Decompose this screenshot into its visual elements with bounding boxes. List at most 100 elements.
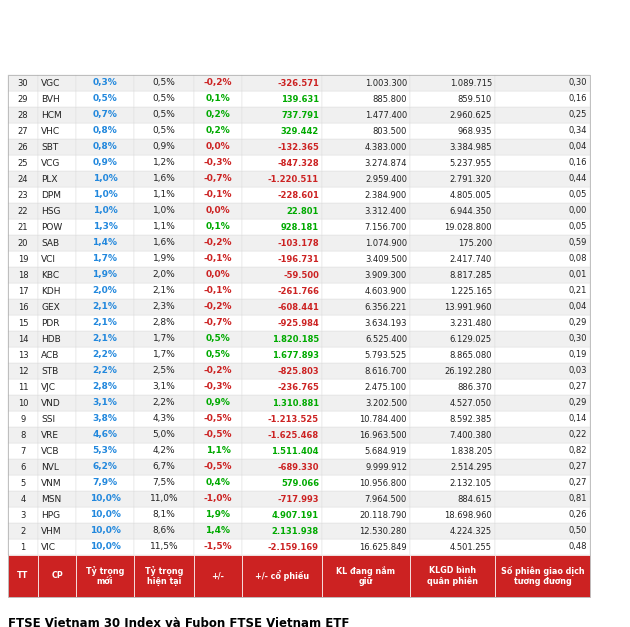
Text: 1.089.715: 1.089.715 [450, 78, 492, 88]
Bar [134, 299, 194, 315]
Text: 6.944.350: 6.944.350 [450, 206, 492, 216]
Bar [38, 187, 76, 203]
Bar [8, 75, 590, 597]
Text: 0,00: 0,00 [569, 206, 587, 216]
Text: 0,5%: 0,5% [152, 78, 175, 88]
Bar [322, 123, 410, 139]
Bar [194, 91, 242, 107]
Text: 4,3%: 4,3% [152, 414, 175, 423]
Bar [76, 219, 134, 235]
Bar [242, 235, 322, 251]
Bar [8, 219, 38, 235]
Text: FTSE Vietnam 30 Index và Fubon FTSE Vietnam ETF: FTSE Vietnam 30 Index và Fubon FTSE Viet… [8, 617, 350, 627]
Text: -0,2%: -0,2% [203, 238, 232, 248]
Text: 16.963.500: 16.963.500 [359, 431, 407, 440]
Bar [8, 347, 38, 363]
Text: 3,8%: 3,8% [93, 414, 117, 423]
Text: 12.530.280: 12.530.280 [360, 527, 407, 535]
Bar [410, 539, 495, 555]
Text: 1.225.165: 1.225.165 [450, 287, 492, 295]
Bar [76, 411, 134, 427]
Text: Số phiên giao dịch
tương đương: Số phiên giao dịch tương đương [501, 566, 584, 586]
Bar [8, 411, 38, 427]
Text: 16.625.849: 16.625.849 [359, 542, 407, 552]
Text: 2,8%: 2,8% [152, 319, 175, 327]
Bar [242, 395, 322, 411]
Text: BVH: BVH [41, 95, 60, 103]
Bar [8, 475, 38, 491]
Text: VHC: VHC [41, 127, 60, 135]
Bar [76, 107, 134, 123]
Text: 11,5%: 11,5% [150, 542, 178, 552]
Text: 3,1%: 3,1% [152, 382, 175, 391]
Text: 19.028.800: 19.028.800 [445, 223, 492, 231]
Text: 30: 30 [18, 78, 28, 88]
Bar [242, 555, 322, 597]
Bar [322, 283, 410, 299]
Text: 0,30: 0,30 [568, 334, 587, 344]
Text: 19: 19 [18, 255, 28, 263]
Bar [194, 267, 242, 283]
Text: 0,59: 0,59 [569, 238, 587, 248]
Text: 2,1%: 2,1% [152, 287, 175, 295]
Bar [322, 395, 410, 411]
Bar [322, 363, 410, 379]
Bar [38, 363, 76, 379]
Text: 8: 8 [20, 431, 26, 440]
Bar [322, 555, 410, 597]
Bar [242, 475, 322, 491]
Text: -0,7%: -0,7% [203, 174, 232, 184]
Text: 7.400.380: 7.400.380 [450, 431, 492, 440]
Bar [242, 75, 322, 91]
Text: 7,5%: 7,5% [152, 478, 175, 488]
Text: VHM: VHM [41, 527, 62, 535]
Bar [410, 155, 495, 171]
Bar [76, 427, 134, 443]
Text: 1,6%: 1,6% [152, 238, 175, 248]
Bar [8, 315, 38, 331]
Text: 2.132.105: 2.132.105 [450, 478, 492, 488]
Text: NVL: NVL [41, 463, 59, 472]
Bar [8, 187, 38, 203]
Text: -261.766: -261.766 [277, 287, 319, 295]
Text: 2.384.900: 2.384.900 [365, 191, 407, 199]
Bar [322, 267, 410, 283]
Bar [410, 491, 495, 507]
Bar [76, 523, 134, 539]
Bar [38, 155, 76, 171]
Text: 13: 13 [18, 350, 28, 359]
Text: 175.200: 175.200 [458, 238, 492, 248]
Bar [8, 507, 38, 523]
Bar [194, 299, 242, 315]
Text: 7: 7 [20, 446, 26, 455]
Text: 1,1%: 1,1% [152, 223, 175, 231]
Text: 5.793.525: 5.793.525 [365, 350, 407, 359]
Text: -132.365: -132.365 [277, 142, 319, 152]
Bar [76, 155, 134, 171]
Text: 0,5%: 0,5% [152, 95, 175, 103]
Text: 0,82: 0,82 [568, 446, 587, 455]
Text: 1,0%: 1,0% [93, 191, 117, 199]
Text: -326.571: -326.571 [277, 78, 319, 88]
Bar [134, 475, 194, 491]
Text: 0,30: 0,30 [568, 78, 587, 88]
Bar [76, 91, 134, 107]
Bar [76, 539, 134, 555]
Text: 859.510: 859.510 [458, 95, 492, 103]
Bar [242, 523, 322, 539]
Text: -0,7%: -0,7% [203, 319, 232, 327]
Text: SAB: SAB [41, 238, 59, 248]
Bar [410, 107, 495, 123]
Text: KL đang nắm
giữ: KL đang nắm giữ [336, 566, 396, 586]
Bar [322, 491, 410, 507]
Bar [134, 555, 194, 597]
Text: -1.213.525: -1.213.525 [268, 414, 319, 423]
Text: KBC: KBC [41, 270, 59, 280]
Text: -0,3%: -0,3% [203, 159, 232, 167]
Text: 2.131.938: 2.131.938 [272, 527, 319, 535]
Text: 1.310.881: 1.310.881 [272, 399, 319, 408]
Bar [495, 459, 590, 475]
Text: 0,4%: 0,4% [205, 478, 231, 488]
Bar [495, 75, 590, 91]
Text: 1,0%: 1,0% [152, 206, 175, 216]
